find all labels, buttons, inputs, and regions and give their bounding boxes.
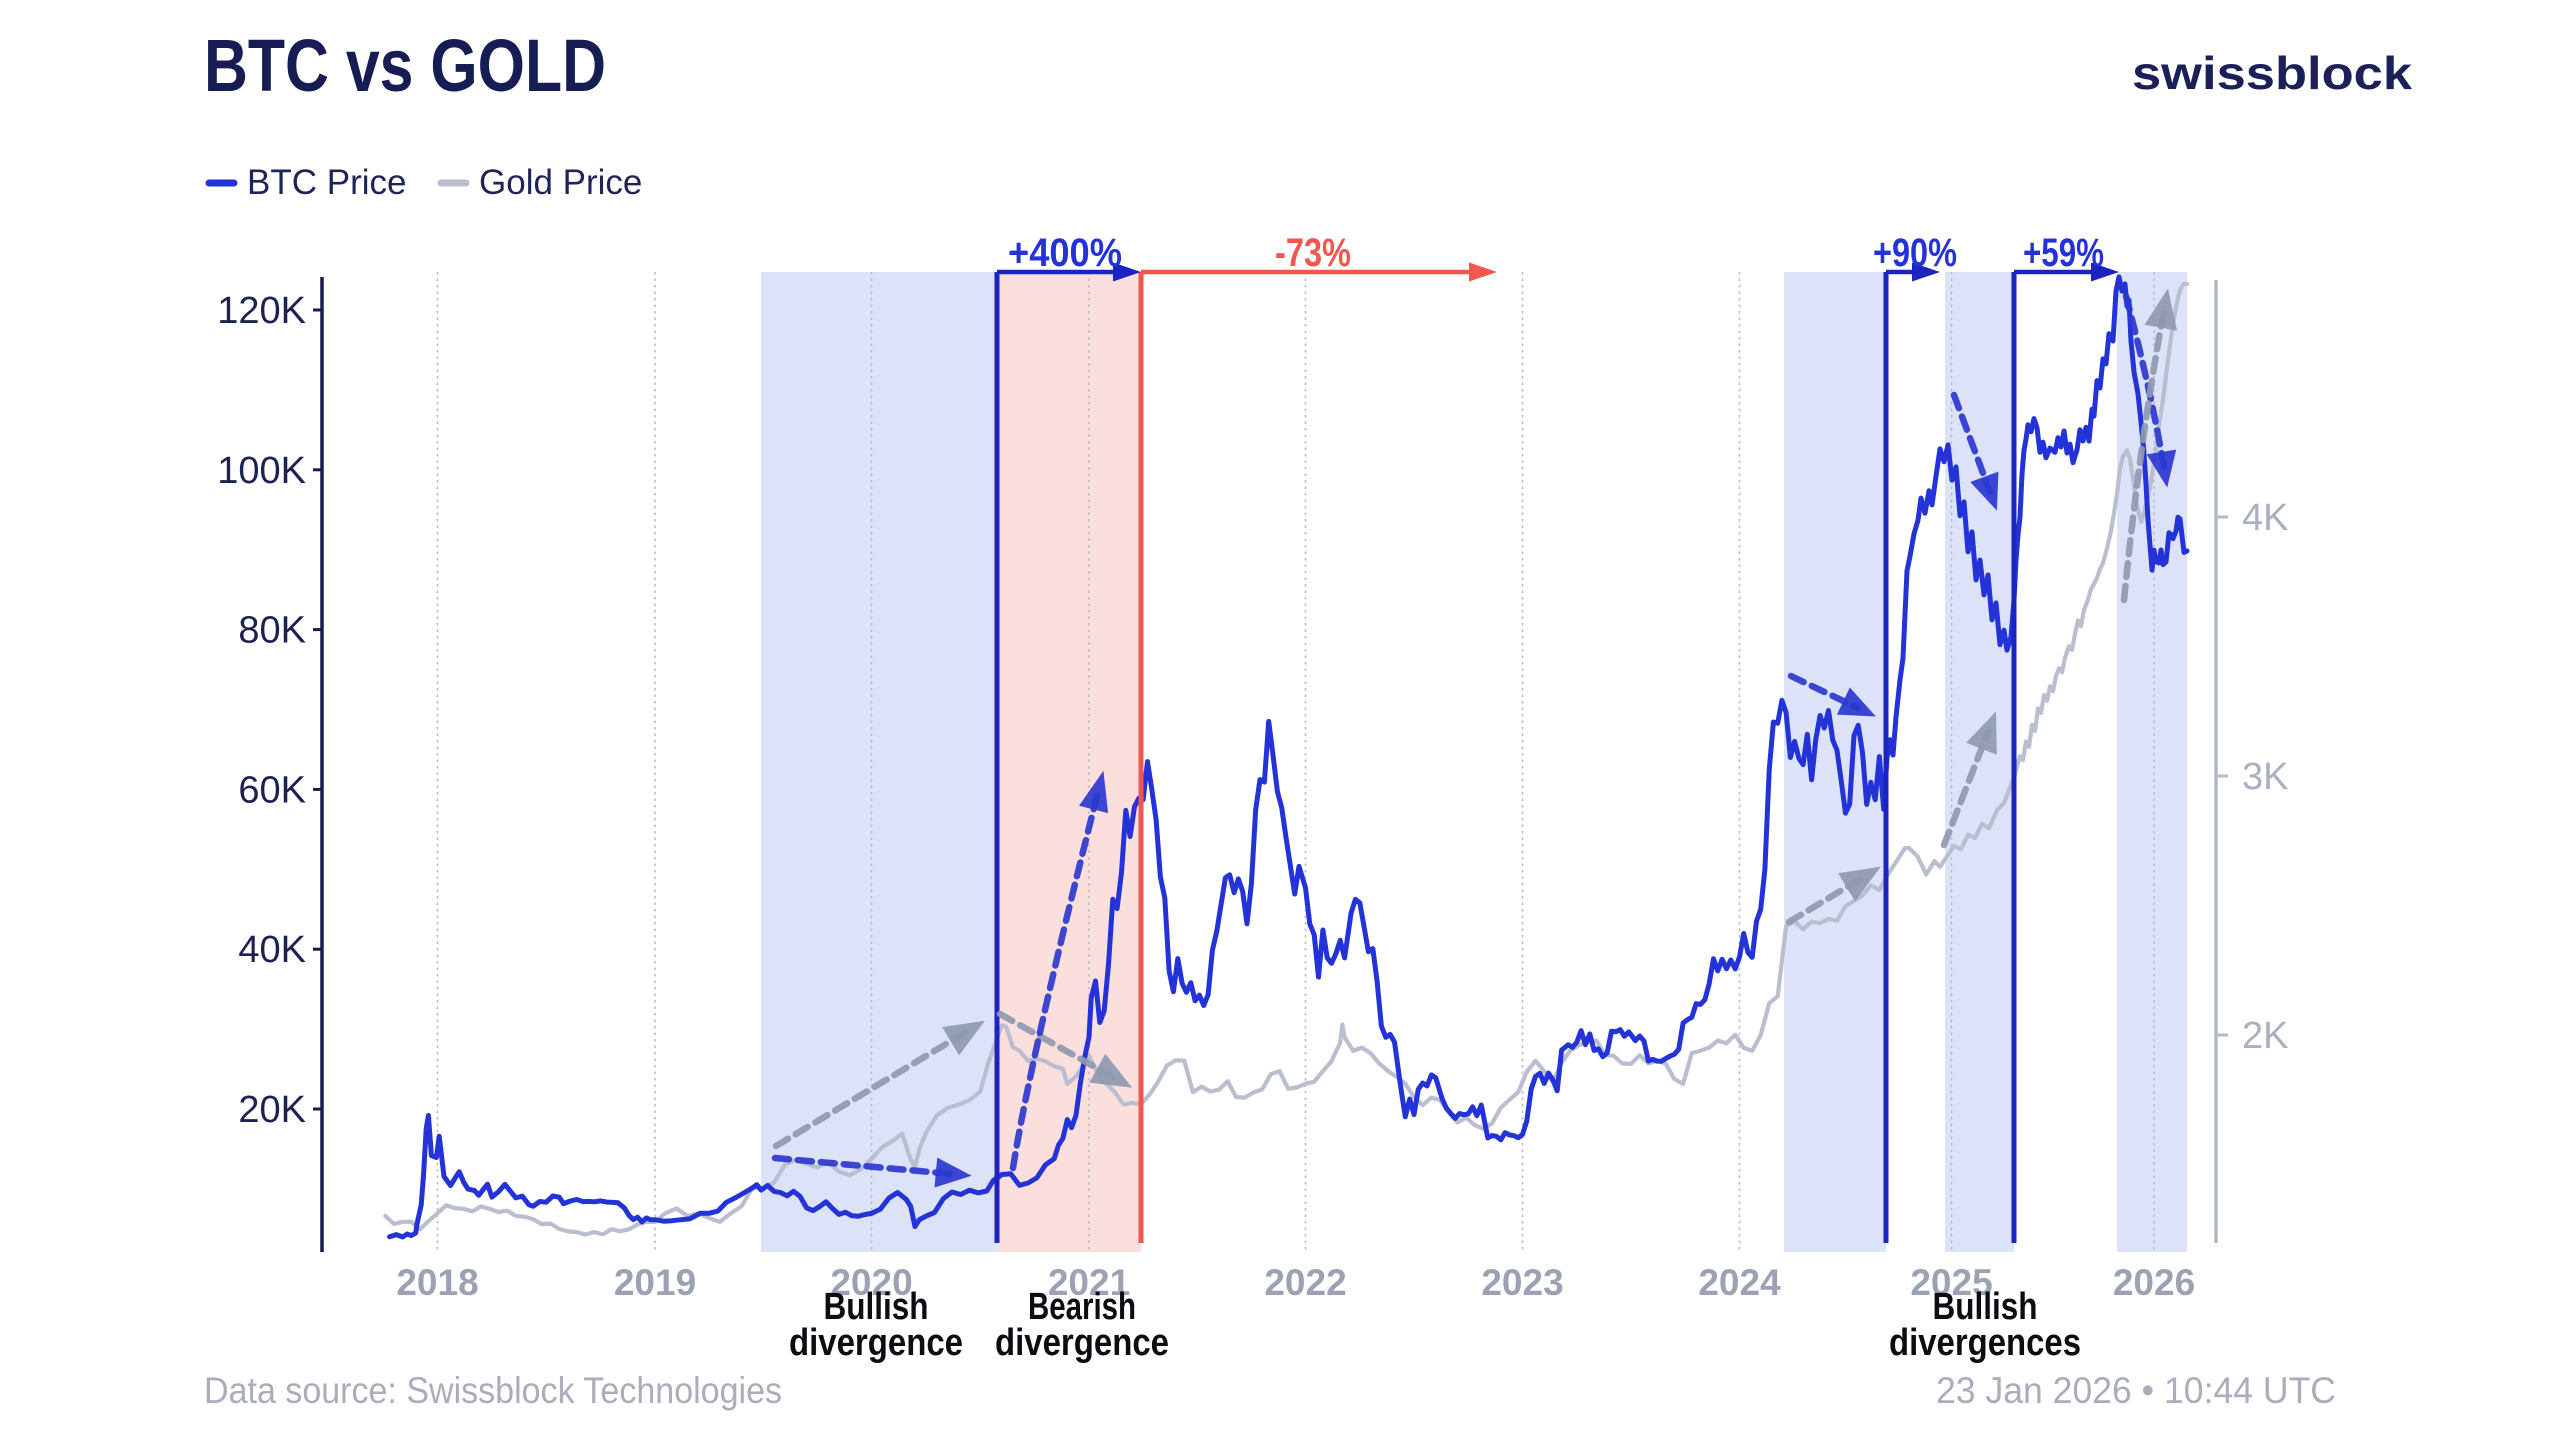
svg-text:2020: 2020 — [830, 1262, 912, 1303]
svg-text:BTC vs GOLD: BTC vs GOLD — [204, 24, 606, 107]
svg-text:2023: 2023 — [1481, 1262, 1563, 1303]
svg-text:+59%: +59% — [2023, 231, 2104, 275]
svg-text:2022: 2022 — [1264, 1262, 1346, 1303]
svg-text:2018: 2018 — [396, 1262, 478, 1303]
svg-text:divergence: divergence — [789, 1322, 963, 1364]
svg-text:swissblock: swissblock — [2132, 47, 2412, 99]
svg-text:Data source: Swissblock Techno: Data source: Swissblock Technologies — [204, 1370, 782, 1411]
svg-text:2025: 2025 — [1910, 1262, 1992, 1303]
svg-text:divergences: divergences — [1889, 1322, 2081, 1364]
svg-text:20K: 20K — [238, 1089, 306, 1131]
svg-text:Bearish: Bearish — [1028, 1286, 1136, 1328]
svg-text:2024: 2024 — [1698, 1262, 1781, 1303]
svg-text:60K: 60K — [238, 769, 306, 811]
svg-text:+90%: +90% — [1873, 231, 1957, 275]
svg-text:Bullish: Bullish — [1933, 1286, 2038, 1328]
svg-text:120K: 120K — [217, 290, 306, 332]
svg-text:100K: 100K — [217, 450, 306, 492]
svg-text:Gold Price: Gold Price — [479, 163, 642, 202]
svg-text:2021: 2021 — [1048, 1262, 1130, 1303]
svg-text:80K: 80K — [238, 610, 306, 652]
svg-text:divergence: divergence — [995, 1322, 1169, 1364]
svg-text:-73%: -73% — [1275, 231, 1351, 275]
svg-text:2026: 2026 — [2113, 1262, 2195, 1303]
svg-text:2019: 2019 — [614, 1262, 696, 1303]
svg-text:40K: 40K — [238, 929, 306, 971]
svg-text:3K: 3K — [2242, 756, 2288, 798]
svg-text:23 Jan 2026 • 10:44 UTC: 23 Jan 2026 • 10:44 UTC — [1936, 1370, 2336, 1411]
svg-text:4K: 4K — [2242, 497, 2288, 539]
svg-text:+400%: +400% — [1008, 231, 1122, 275]
svg-text:2K: 2K — [2242, 1015, 2288, 1057]
svg-text:Bullish: Bullish — [824, 1286, 929, 1328]
svg-text:BTC Price: BTC Price — [247, 163, 406, 202]
